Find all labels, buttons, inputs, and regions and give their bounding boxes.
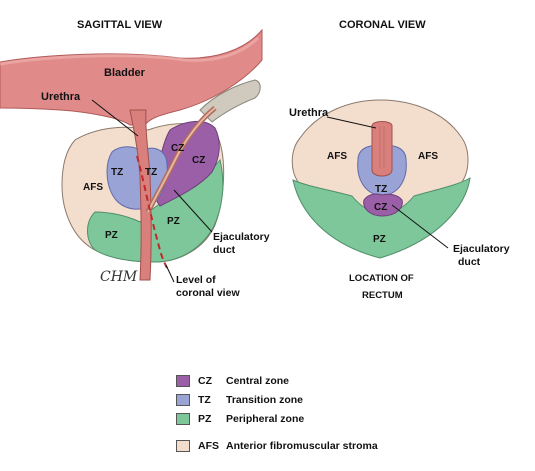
coronal-pz [292,177,471,259]
bladder-highlight [0,36,260,66]
bladder-label: Bladder [104,67,146,79]
coronal-tz-label: TZ [375,184,387,195]
sagittal-cz-upper-label: CZ [171,143,184,154]
coronal-ejaculatory-label-2: duct [458,256,481,268]
coronal-afs-right-label: AFS [418,151,438,162]
sagittal-view: SAGITTAL VIEW Bladder Urethra AFS TZ TZ … [0,19,270,299]
legend-label: Central zone [226,375,290,387]
sagittal-title: SAGITTAL VIEW [77,19,163,31]
sagittal-ejaculatory-label-1: Ejaculatory [213,231,270,243]
coronal-urethra-label: Urethra [289,107,329,119]
legend-abbr: TZ [198,394,211,406]
legend-item-cz: CZ Central zone [176,374,289,388]
coronal-view: CORONAL VIEW Urethra AFS AFS TZ CZ PZ Ej… [289,19,510,301]
artist-signature: CHM [100,269,138,285]
coronal-title: CORONAL VIEW [339,19,426,31]
sagittal-tz-right-label: TZ [145,167,157,178]
legend-abbr: AFS [198,440,219,452]
legend-swatch-cz [176,375,190,387]
sagittal-ejaculatory-label-2: duct [213,244,236,256]
legend-item-pz: PZ Peripheral zone [176,412,304,426]
legend-label: Transition zone [226,394,304,406]
sagittal-tz-left-label: TZ [111,167,123,178]
sagittal-urethra-label: Urethra [41,91,81,103]
legend-item-afs: AFS Anterior fibromuscular stroma [176,439,378,453]
sagittal-pz-left-label: PZ [105,230,118,241]
level-label-2: coronal view [176,287,240,299]
coronal-pz-label: PZ [373,234,386,245]
legend-swatch-tz [176,394,190,406]
legend-item-tz: TZ Transition zone [176,393,303,407]
coronal-afs-left-label: AFS [327,151,347,162]
sagittal-afs-label: AFS [83,182,103,193]
coronal-urethra [371,121,393,177]
coronal-cz [363,193,403,217]
coronal-ejaculatory-label-1: Ejaculatory [453,243,510,255]
legend-abbr: CZ [198,375,212,387]
legend-swatch-pz [176,413,190,425]
legend-label: Anterior fibromuscular stroma [226,440,378,452]
level-label-1: Level of [176,274,216,286]
sagittal-pz-right-label: PZ [167,216,180,227]
sagittal-cz-lower-label: CZ [192,155,205,166]
rectum-label-2: RECTUM [362,290,403,301]
coronal-cz-label: CZ [374,202,387,213]
legend-swatch-afs [176,440,190,452]
legend-abbr: PZ [198,413,212,425]
seminal-vesicle [199,79,261,123]
level-of-coronal-view-line [136,155,169,271]
rectum-label-1: LOCATION OF [349,273,414,284]
legend-label: Peripheral zone [226,413,305,425]
